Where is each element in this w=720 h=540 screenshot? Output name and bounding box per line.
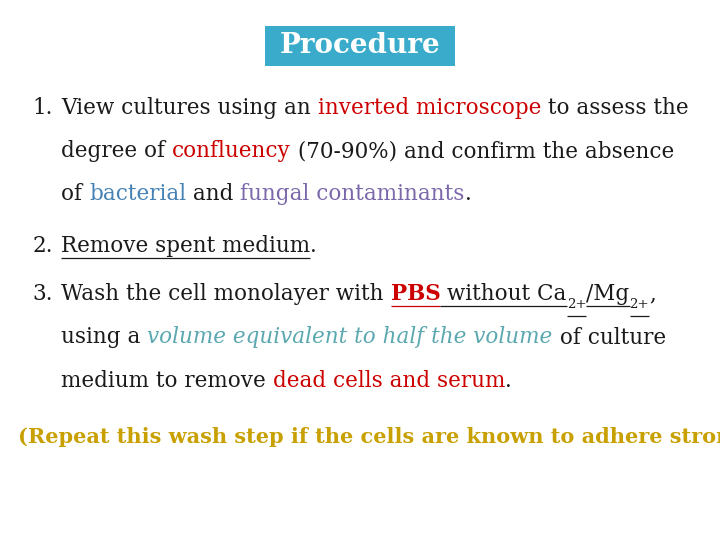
Text: 1.: 1.: [32, 97, 53, 119]
Text: 2.: 2.: [32, 235, 53, 256]
Text: confluency: confluency: [172, 140, 291, 162]
Text: fungal contaminants: fungal contaminants: [240, 184, 465, 205]
Text: 2+: 2+: [629, 298, 649, 310]
Text: without Ca: without Ca: [441, 284, 567, 305]
Text: Wash the cell monolayer with: Wash the cell monolayer with: [61, 284, 390, 305]
Text: .: .: [310, 235, 317, 256]
Text: Procedure: Procedure: [279, 32, 441, 59]
Text: ,: ,: [649, 284, 656, 305]
Text: 2+: 2+: [567, 298, 586, 310]
Text: volume equivalent to half the volume: volume equivalent to half the volume: [148, 327, 553, 348]
Text: .: .: [505, 370, 512, 392]
Text: medium to remove: medium to remove: [61, 370, 273, 392]
Text: to assess the: to assess the: [541, 97, 689, 119]
Text: using a: using a: [61, 327, 148, 348]
Text: and: and: [186, 184, 240, 205]
Text: dead cells and serum: dead cells and serum: [273, 370, 505, 392]
Text: of culture: of culture: [553, 327, 666, 348]
Text: (Repeat this wash step if the cells are known to adhere strongly).: (Repeat this wash step if the cells are …: [18, 427, 720, 448]
Text: inverted microscope: inverted microscope: [318, 97, 541, 119]
Text: degree of: degree of: [61, 140, 172, 162]
Text: .: .: [465, 184, 472, 205]
Text: View cultures using an: View cultures using an: [61, 97, 318, 119]
Text: bacterial: bacterial: [89, 184, 186, 205]
Text: 3.: 3.: [32, 284, 53, 305]
Text: (70-90%) and confirm the absence: (70-90%) and confirm the absence: [291, 140, 674, 162]
Text: of: of: [61, 184, 89, 205]
FancyBboxPatch shape: [265, 25, 456, 66]
Text: Remove spent medium: Remove spent medium: [61, 235, 310, 256]
Text: PBS: PBS: [390, 284, 441, 305]
Text: /Mg: /Mg: [586, 284, 629, 305]
